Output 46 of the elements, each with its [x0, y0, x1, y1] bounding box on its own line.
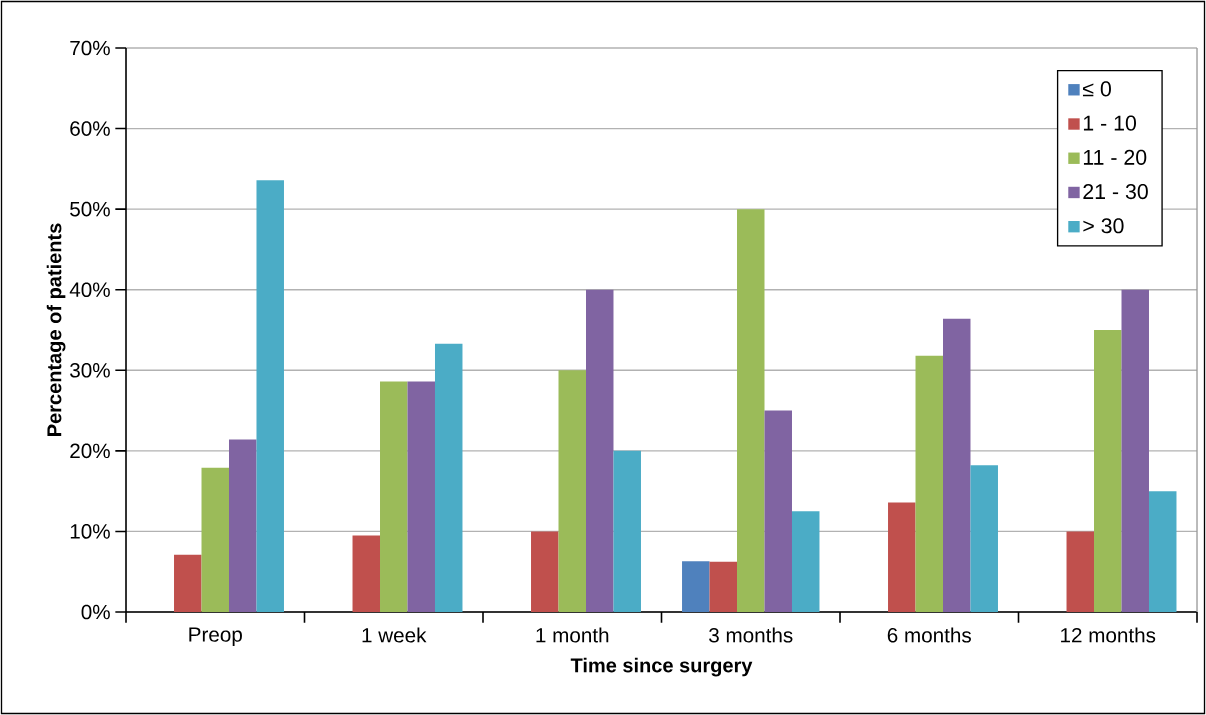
legend-label: 11 - 20 — [1083, 149, 1147, 165]
bar — [558, 370, 586, 612]
bar — [1148, 491, 1177, 612]
y-tick-label: 70% — [70, 40, 110, 56]
y-tick-label: 60% — [70, 121, 110, 136]
y-tick-label: 50% — [70, 201, 110, 217]
bar — [709, 561, 738, 612]
bar — [201, 467, 229, 612]
y-tick-label: 20% — [70, 443, 110, 459]
x-tick-label: 1 month — [536, 627, 609, 643]
y-tick-label: 10% — [70, 524, 110, 539]
x-axis-title: Time since surgery — [570, 657, 753, 677]
bar — [1066, 531, 1095, 612]
x-tick-label: Preop — [189, 627, 242, 646]
legend-label: 1 - 10 — [1083, 115, 1137, 131]
bar — [888, 502, 916, 612]
x-tick-label: 1 week — [362, 627, 427, 643]
bar — [256, 180, 284, 612]
x-tick-label: 3 months — [709, 627, 793, 643]
y-tick-label: 40% — [69, 282, 110, 298]
y-tick-label: 0% — [81, 604, 110, 620]
bar — [229, 439, 257, 612]
bar — [352, 535, 381, 612]
x-tick-label: 6 months — [887, 627, 971, 643]
bar — [586, 289, 614, 612]
bar — [434, 343, 463, 612]
bar — [943, 318, 971, 612]
bar — [531, 531, 559, 612]
legend-label: ≤ 0 — [1082, 81, 1111, 97]
bar — [407, 381, 435, 612]
bar — [1121, 289, 1149, 612]
bar — [970, 465, 998, 612]
legend-label: > 30 — [1083, 218, 1124, 234]
y-tick-label: 30% — [70, 362, 110, 378]
x-tick-label: 12 months — [1061, 627, 1156, 643]
bar — [682, 561, 710, 612]
bar — [791, 511, 820, 612]
bar — [380, 381, 408, 612]
bar — [915, 355, 943, 612]
bar — [174, 554, 202, 612]
bar — [1094, 330, 1122, 612]
bar — [737, 209, 765, 612]
legend-label: 21 - 30 — [1083, 184, 1148, 200]
bar — [613, 450, 641, 612]
bar — [764, 410, 792, 612]
y-axis-title: Percentage of patients — [46, 223, 66, 436]
